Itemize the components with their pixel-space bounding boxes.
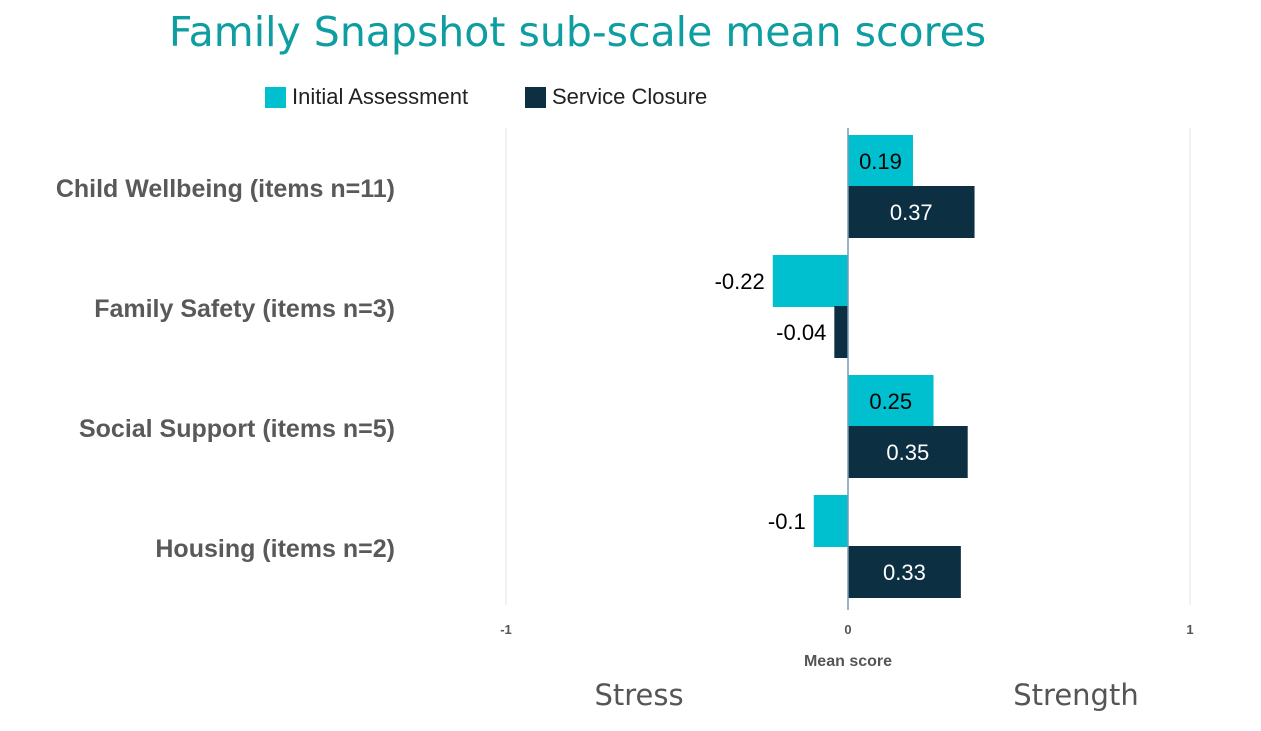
chart-title: Family Snapshot sub-scale mean scores <box>168 8 987 56</box>
bar-initial <box>848 135 913 187</box>
bar-closure <box>834 306 848 358</box>
data-label: -0.04 <box>776 320 826 345</box>
x-tick-label: -1 <box>500 622 512 637</box>
bar-initial <box>813 495 848 547</box>
bar-initial <box>848 375 934 427</box>
legend-item-initial: Initial Assessment <box>265 84 468 110</box>
bar-closure <box>848 546 961 598</box>
x-tick-label: 1 <box>1186 622 1193 637</box>
x-axis-label: Mean score <box>804 653 892 670</box>
legend-swatch <box>525 86 546 108</box>
bar-closure <box>848 426 968 478</box>
category-label: Child Wellbeing (items n=11) <box>56 175 395 203</box>
stress-annotation: Stress <box>594 678 683 712</box>
data-label: 0.19 <box>859 149 902 174</box>
data-label: 0.35 <box>886 440 929 465</box>
category-label: Family Safety (items n=3) <box>94 295 395 323</box>
bar-initial <box>772 255 848 307</box>
data-label: 0.37 <box>890 200 933 225</box>
legend-swatch <box>265 86 286 108</box>
data-label: 0.25 <box>869 389 912 414</box>
bar-closure <box>848 186 975 238</box>
legend-item-closure: Service Closure <box>525 84 707 110</box>
x-tick-label: 0 <box>844 622 851 637</box>
legend-label: Initial Assessment <box>292 84 469 109</box>
category-label: Social Support (items n=5) <box>79 415 395 443</box>
data-label: -0.22 <box>715 269 765 294</box>
strength-annotation: Strength <box>1013 678 1138 712</box>
legend-label: Service Closure <box>552 84 708 109</box>
data-label: 0.33 <box>883 560 926 585</box>
data-label: -0.1 <box>768 509 806 534</box>
category-label: Housing (items n=2) <box>155 535 395 563</box>
